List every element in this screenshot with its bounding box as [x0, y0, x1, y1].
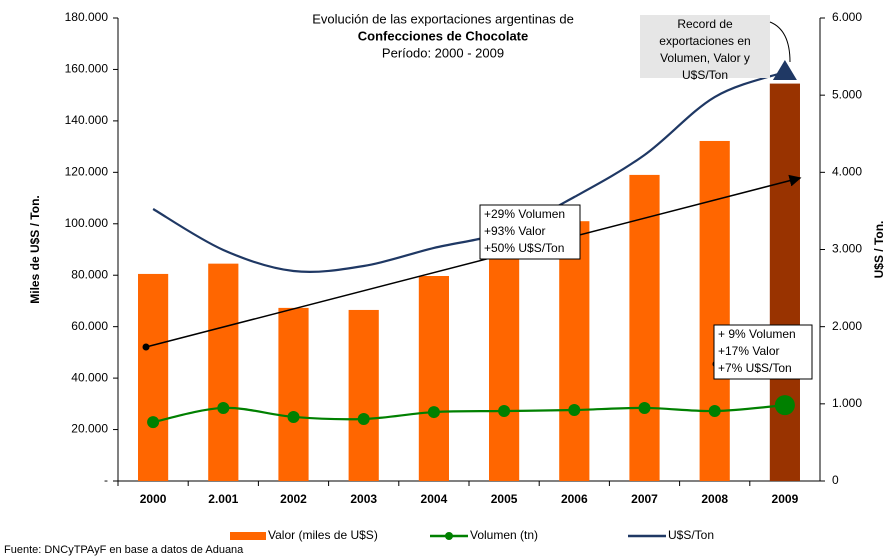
chart-title: Confecciones de Chocolate	[358, 28, 528, 43]
x-tick-label: 2007	[631, 492, 658, 506]
annotation-box	[713, 324, 813, 380]
y-axis-label: Miles de U$S / Ton.	[28, 195, 42, 303]
x-tick-label: 2008	[701, 492, 728, 506]
annotation-text: +93% Valor	[484, 224, 545, 238]
annotation-text: +17% Valor	[718, 344, 779, 358]
y2-tick-label: 4.000	[832, 165, 862, 179]
point	[638, 401, 651, 414]
point	[287, 410, 300, 423]
x-tick-label: 2003	[350, 492, 377, 506]
y2-tick-label: 3.000	[832, 242, 862, 256]
y-tick-label: 60.000	[71, 319, 108, 333]
x-tick-label: 2.001	[208, 492, 238, 506]
point	[708, 405, 721, 418]
annotation-box	[479, 204, 581, 260]
annotation-box	[640, 15, 770, 78]
y-tick-label: 120.000	[65, 165, 109, 179]
legend-swatch	[445, 532, 453, 540]
bar	[769, 83, 800, 481]
annotation-text: exportaciones en	[659, 34, 750, 48]
bar	[418, 275, 449, 481]
y-tick-label: -	[104, 473, 108, 487]
x-tick-label: 2009	[772, 492, 799, 506]
annotation-text: +7% U$S/Ton	[718, 361, 792, 375]
bar	[278, 307, 309, 481]
annotation-text: +50% U$S/Ton	[484, 241, 564, 255]
point	[498, 405, 511, 418]
source: Fuente: DNCyTPAyF en base a datos de Adu…	[4, 544, 244, 556]
line	[152, 70, 786, 274]
arrow	[145, 174, 802, 348]
legend-label: Volumen (tn)	[470, 528, 538, 542]
x-tick-label: 2005	[491, 492, 518, 506]
record-marker	[772, 60, 797, 81]
callout-line	[769, 21, 791, 63]
y2-tick-label: 1.000	[832, 396, 862, 410]
point	[357, 413, 370, 426]
bar	[699, 140, 730, 482]
point	[774, 395, 795, 416]
x-tick-label: 2002	[280, 492, 307, 506]
y-tick-label: 100.000	[65, 216, 109, 230]
bar	[629, 174, 660, 481]
legend-label: U$S/Ton	[668, 528, 714, 542]
legend-label: Valor (miles de U$S)	[268, 528, 378, 542]
y2-tick-label: 2.000	[832, 319, 862, 333]
annotation-text: U$S/Ton	[682, 68, 728, 82]
annotation-text: +29% Volumen	[484, 207, 565, 221]
y-tick-label: 40.000	[71, 370, 108, 384]
point	[147, 416, 160, 429]
bar	[138, 273, 169, 481]
annotation-text: Record de	[677, 17, 733, 31]
y-tick-label: 140.000	[65, 113, 109, 127]
x-tick-label: 2004	[421, 492, 448, 506]
y2-tick-label: 5.000	[832, 87, 862, 101]
point	[217, 401, 230, 414]
bar	[559, 221, 590, 481]
y2-tick-label: 0	[832, 473, 839, 487]
y-tick-label: 20.000	[71, 422, 108, 436]
y2-axis-label: U$S / Ton.	[872, 221, 886, 279]
chart-title: Evolución de las exportaciones argentina…	[312, 11, 574, 26]
bar	[348, 309, 379, 481]
annotation-text: + 9% Volumen	[718, 327, 796, 341]
annotation-text: Volumen, Valor y	[660, 51, 750, 65]
bar	[208, 263, 239, 481]
bar	[489, 254, 520, 481]
point	[568, 404, 581, 417]
chart-title: Período: 2000 - 2009	[382, 45, 504, 60]
y2-tick-label: 6.000	[832, 10, 862, 24]
line	[152, 404, 785, 424]
point	[427, 406, 440, 419]
y-tick-label: 80.000	[71, 267, 108, 281]
x-tick-label: 2000	[140, 492, 167, 506]
y-tick-label: 180.000	[65, 10, 109, 24]
legend-swatch	[230, 532, 266, 540]
y-tick-label: 160.000	[65, 62, 109, 76]
x-tick-label: 2006	[561, 492, 588, 506]
arrow-start	[142, 343, 150, 351]
